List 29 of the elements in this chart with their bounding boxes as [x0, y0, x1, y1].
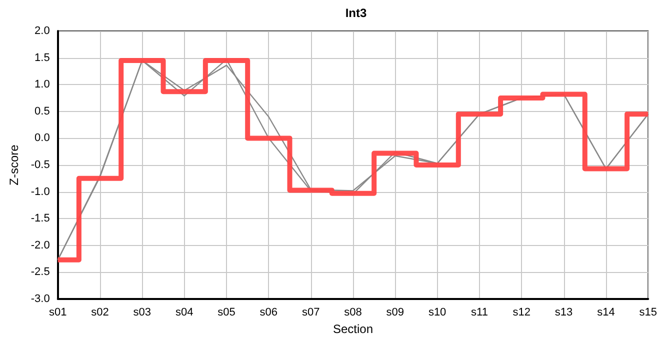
y-tick-label: 1.0: [34, 78, 50, 91]
x-tick-label: s05: [218, 306, 236, 318]
y-tick-label: -2.5: [30, 266, 50, 278]
x-tick-label: s03: [133, 306, 152, 318]
x-tick-label: s15: [639, 306, 658, 318]
y-axis-title: Z-score: [7, 144, 21, 186]
x-tick-label: s07: [302, 306, 320, 318]
y-tick-label: -0.5: [30, 159, 50, 171]
chart-title: Int3: [345, 6, 367, 20]
y-tick-label: 2.0: [34, 25, 50, 37]
x-tick-label: s09: [386, 306, 404, 318]
x-tick-label: s02: [91, 306, 109, 318]
x-tick-label: s12: [512, 306, 531, 318]
x-tick-label: s06: [260, 306, 278, 318]
x-tick-label: s04: [175, 306, 194, 318]
y-tick-label: -2.0: [30, 239, 50, 252]
y-tick-label: 0.5: [34, 105, 50, 118]
x-tick-label: s13: [554, 306, 573, 318]
x-tick-label: s08: [344, 306, 362, 318]
x-tick-label: s10: [428, 306, 446, 318]
y-tick-label: -1.5: [30, 212, 50, 225]
y-tick-label: -1.0: [30, 186, 50, 198]
y-tick-label: -3.0: [30, 293, 50, 305]
x-tick-label: s01: [48, 306, 67, 318]
x-tick-label: s11: [471, 306, 488, 318]
y-tick-label: 1.5: [34, 52, 50, 64]
x-axis-title: Section: [332, 322, 374, 336]
y-tick-label: 0.0: [34, 132, 50, 144]
x-tick-label: s14: [597, 306, 615, 318]
